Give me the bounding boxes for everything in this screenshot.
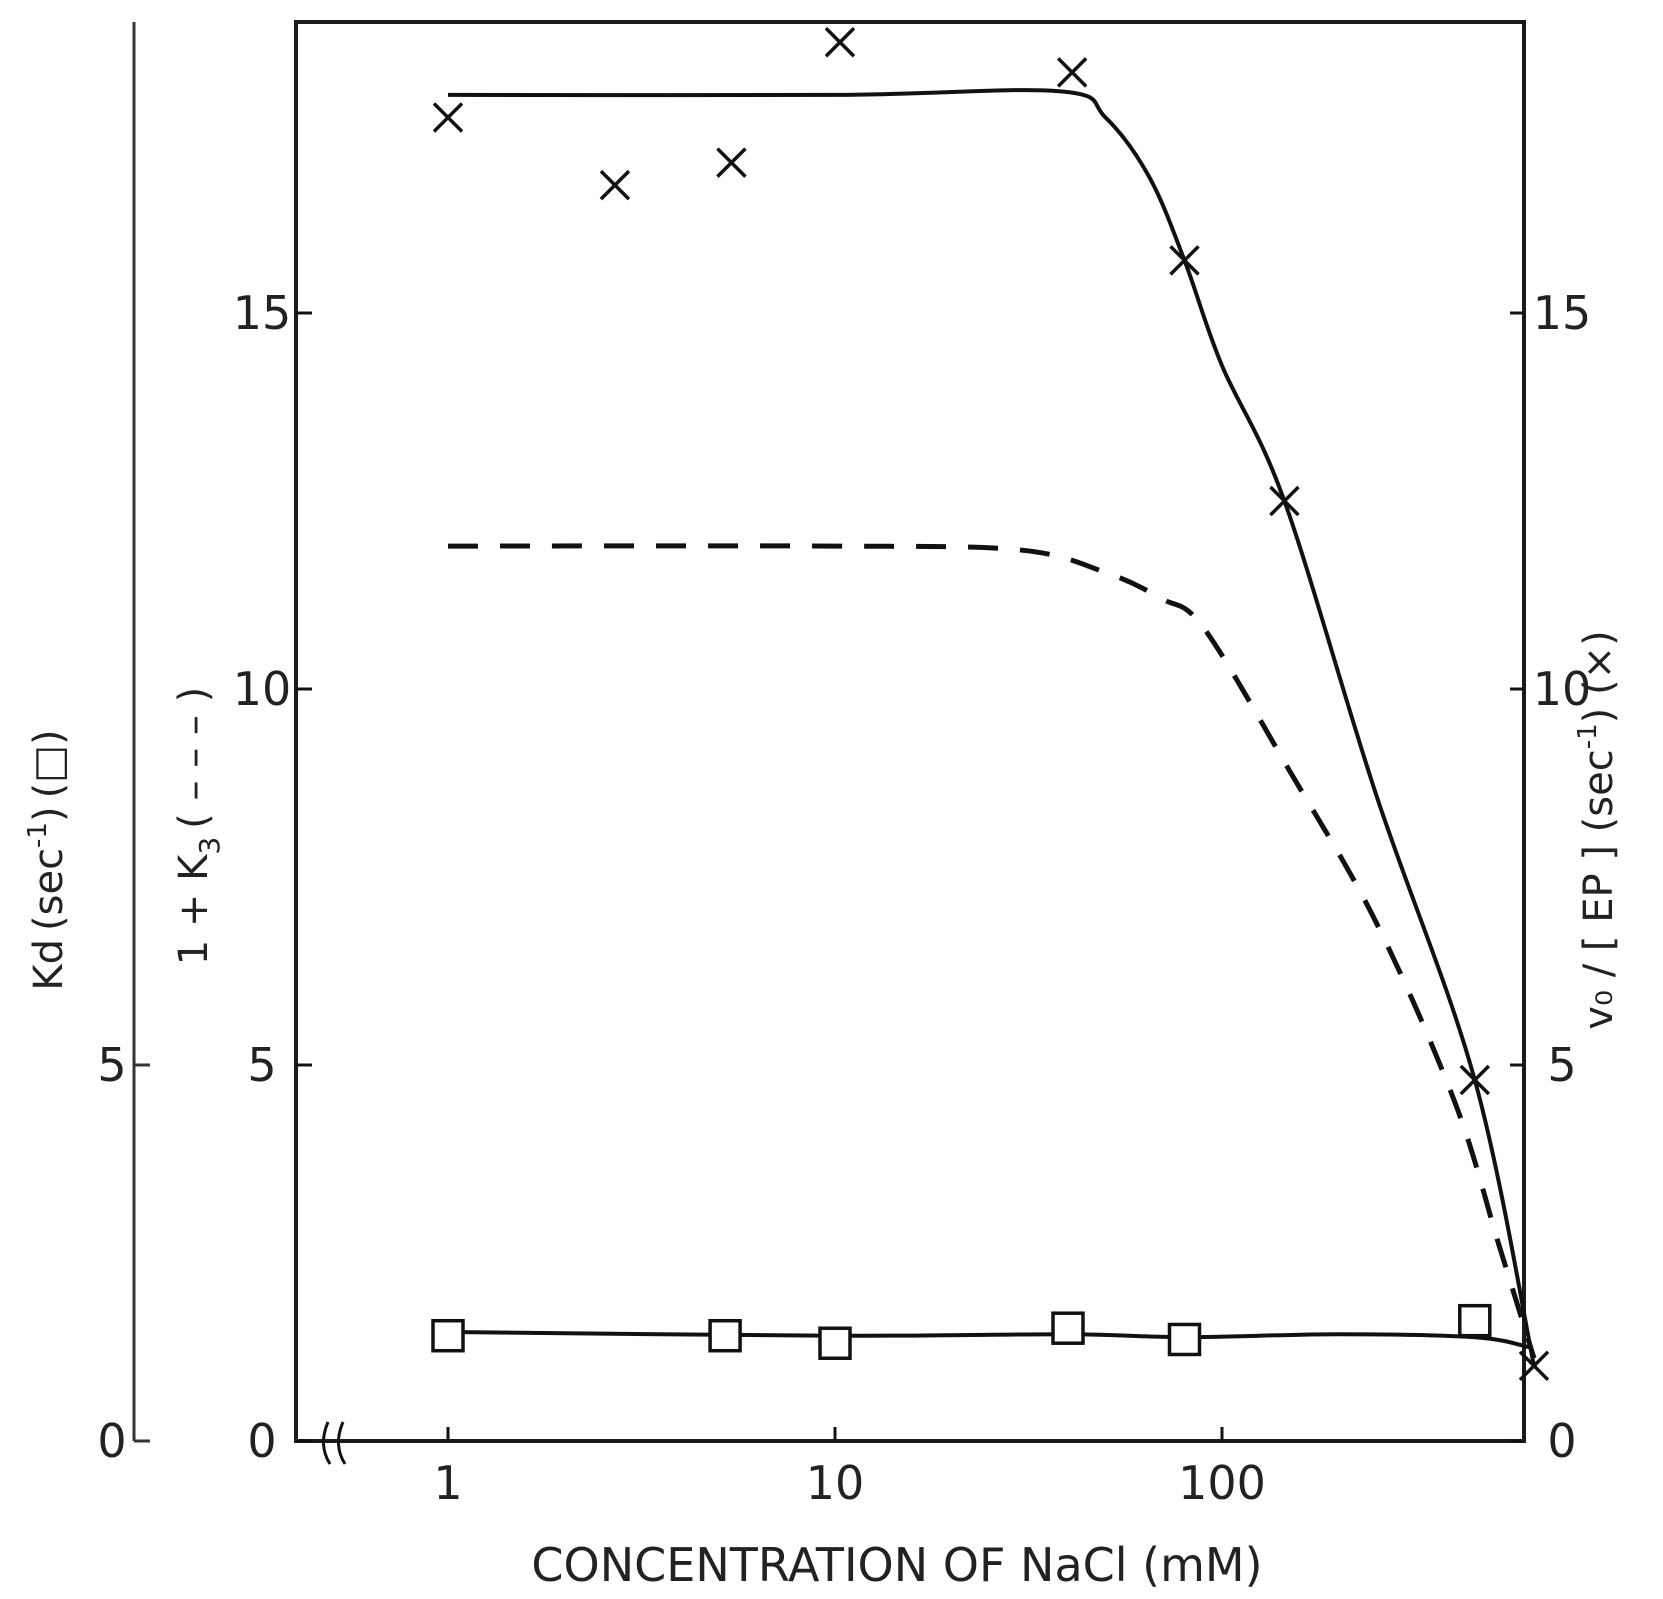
right-tick-label: 0 (1547, 1414, 1576, 1468)
x-axis-break-mark (322, 1421, 347, 1465)
y-axis-ticks: 0 5 0 5 10 15 0 5 10 15 (97, 286, 1591, 1468)
series-layer (431, 27, 1550, 1382)
right-tick-label: 10 (1533, 662, 1592, 716)
series-solid-with-x-markers (432, 27, 1550, 1382)
x-tick-label: 1 (433, 1456, 462, 1510)
square-marker-point (1167, 1322, 1202, 1357)
x-marker-point (1518, 1350, 1550, 1382)
fit-curve (447, 1330, 1530, 1349)
x-tick-label: 100 (1178, 1456, 1266, 1510)
x-marker-point (432, 102, 464, 133)
left-outer-axis-label: Kd(sec-1)(□) (23, 729, 72, 990)
left-inner-tick-label: 10 (233, 662, 292, 716)
square-marker-point (818, 1326, 852, 1360)
x-marker-point (716, 147, 747, 178)
x-marker-point (599, 169, 631, 201)
left-inner-tick-label: 15 (233, 286, 292, 340)
dashed-curve (447, 543, 1537, 1360)
right-axis-label: v₀ / [ EP ] (sec-1) (×) (1573, 630, 1622, 1029)
x-marker-point (824, 27, 856, 58)
series-solid-with-square-markers (431, 1303, 1530, 1360)
left-inner-axis-label: 1 + K3( – – – ) (171, 687, 226, 966)
right-tick-label: 15 (1533, 286, 1592, 340)
series-dashed (447, 543, 1537, 1360)
left-inner-tick-label: 5 (247, 1038, 276, 1092)
left-inner-tick-label: 0 (247, 1414, 276, 1468)
fit-curve (447, 88, 1536, 1367)
x-marker-point (1459, 1064, 1491, 1096)
x-axis-label: CONCENTRATION OF NaCl (mM) (531, 1538, 1262, 1592)
x-axis-ticks: 1 10 100 (433, 1427, 1266, 1510)
square-marker-point (1051, 1311, 1085, 1345)
x-marker-point (1169, 245, 1200, 276)
plot-frame (294, 20, 1526, 1443)
x-marker-point (1056, 57, 1088, 88)
x-tick-label: 10 (806, 1456, 865, 1510)
square-marker-point (431, 1318, 465, 1353)
square-marker-point (708, 1318, 742, 1353)
x-marker-point (1269, 485, 1300, 517)
right-tick-label: 5 (1547, 1038, 1576, 1092)
left-outer-tick-label: 5 (97, 1038, 126, 1092)
square-marker-point (1458, 1303, 1492, 1338)
axes-frame (132, 20, 1526, 1443)
left-outer-tick-label: 0 (97, 1414, 126, 1468)
